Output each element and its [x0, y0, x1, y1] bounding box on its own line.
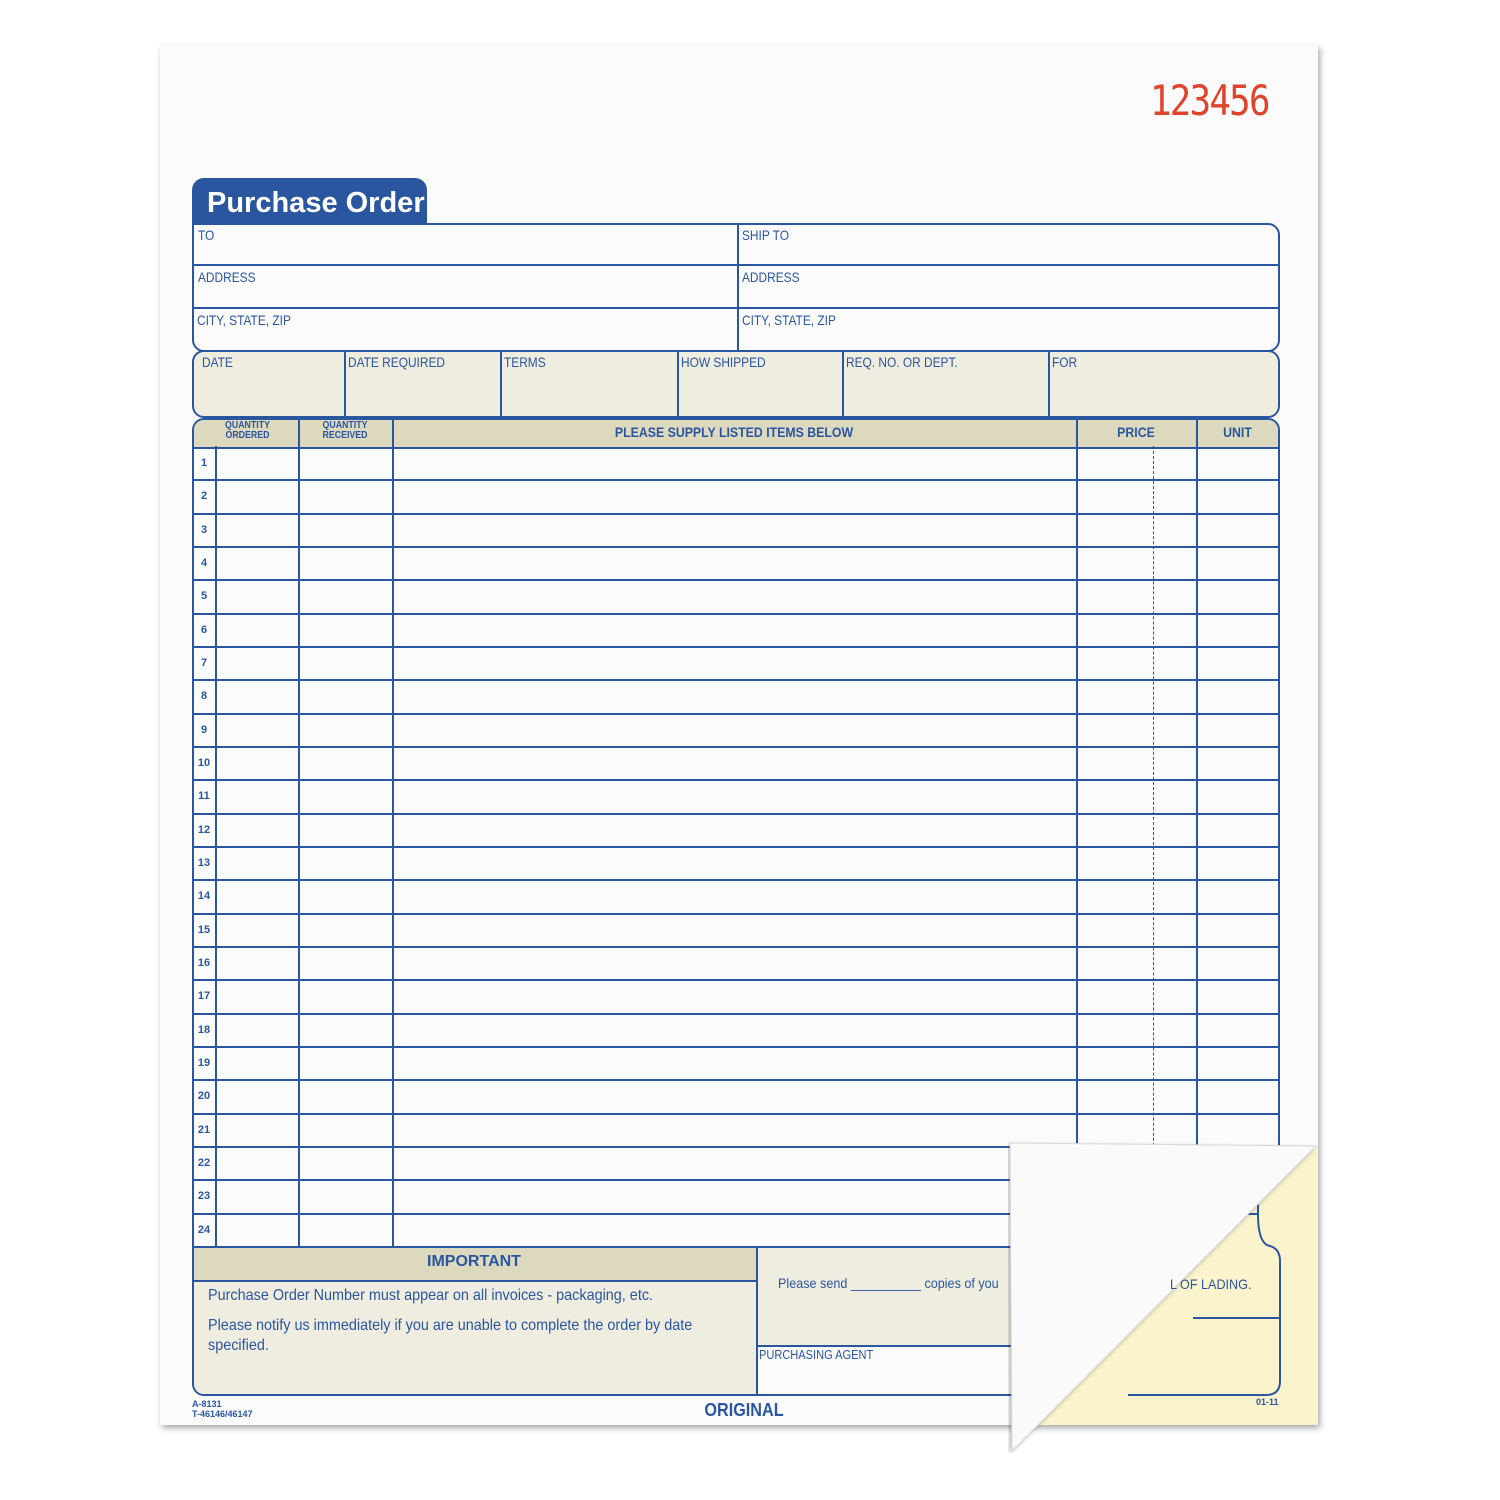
- header-price: PRICE: [1117, 424, 1155, 440]
- row-number: 3: [200, 523, 208, 536]
- bill-of-lading-text: L OF LADING.: [1170, 1276, 1252, 1292]
- info-label: DATE: [202, 354, 233, 370]
- purchasing-agent-label: PURCHASING AGENT: [759, 1347, 874, 1362]
- important-line-2: Please notify us immediately if you are …: [208, 1317, 693, 1354]
- address-block: [192, 223, 1280, 352]
- row-number: 18: [197, 1023, 211, 1036]
- folded-corner: [1009, 1142, 1318, 1453]
- row-number: 23: [197, 1190, 211, 1203]
- row-number: 15: [197, 923, 211, 936]
- important-line-1: Purchase Order Number must appear on all…: [208, 1287, 654, 1304]
- row-number: 2: [200, 490, 208, 503]
- row-number: 17: [197, 990, 211, 1003]
- serial-number: 123456: [1150, 76, 1270, 125]
- table-row-line: [192, 646, 1280, 648]
- row-number: 9: [200, 723, 208, 736]
- info-label: DATE REQUIRED: [348, 354, 445, 370]
- row-number: 22: [197, 1157, 211, 1169]
- info-label: REQ. NO. OR DEPT.: [846, 354, 958, 370]
- column-divider: [1076, 418, 1078, 1246]
- folded-page-flap: [1009, 1142, 1318, 1453]
- column-divider: [392, 418, 394, 1246]
- ship-address-label: ADDRESS: [742, 269, 800, 285]
- address-label: ADDRESS: [198, 269, 256, 285]
- row-number: 21: [197, 1123, 211, 1136]
- row-number: 1: [200, 457, 208, 469]
- table-row-line: [192, 1146, 1280, 1148]
- table-row-line: [192, 879, 1280, 882]
- table-row-line: [192, 679, 1280, 682]
- info-label: HOW SHIPPED: [681, 354, 766, 370]
- table-row-line: [192, 1012, 1280, 1015]
- row-number: 20: [197, 1090, 211, 1103]
- table-row-line: [192, 546, 1280, 548]
- table-row-line: [192, 846, 1280, 848]
- form-codes: A-8131 T-46146/46147: [192, 1399, 253, 1419]
- header-unit: UNIT: [1223, 424, 1252, 440]
- row-number: 16: [197, 957, 211, 969]
- important-heading: IMPORTANT: [427, 1253, 521, 1270]
- row-number: 11: [198, 790, 210, 803]
- row-number: 6: [200, 623, 208, 636]
- row-number: 12: [197, 823, 211, 836]
- table-row-line: [192, 712, 1280, 715]
- ship-to-label: SHIP TO: [742, 227, 789, 243]
- info-label: TERMS: [504, 354, 546, 370]
- row-number: 8: [200, 690, 208, 703]
- column-divider: [1196, 418, 1198, 1246]
- table-row-line: [192, 512, 1280, 515]
- row-number: 5: [200, 590, 208, 603]
- table-row-line: [192, 1212, 1280, 1215]
- row-number: 14: [197, 890, 211, 903]
- table-row-line: [192, 779, 1280, 782]
- table-row-line: [192, 746, 1280, 748]
- to-label: TO: [198, 227, 215, 243]
- header-quantity-ordered: QUANTITY ORDERED: [225, 420, 270, 441]
- table-row-line: [192, 912, 1280, 915]
- items-table: [192, 418, 1280, 1248]
- table-row-line: [192, 812, 1280, 815]
- city-state-zip-label: CITY, STATE, ZIP: [197, 312, 291, 328]
- header-items: PLEASE SUPPLY LISTED ITEMS BELOW: [614, 424, 854, 440]
- column-divider: [298, 418, 300, 1246]
- row-number: 10: [197, 757, 211, 769]
- table-row-line: [192, 612, 1280, 615]
- table-row-line: [192, 479, 1280, 482]
- table-row-line: [192, 1046, 1280, 1048]
- row-number: 7: [200, 657, 208, 669]
- row-number: 19: [197, 1057, 211, 1069]
- revision-code: 01-11: [1256, 1397, 1279, 1407]
- form-title: Purchase Order: [192, 178, 427, 224]
- row-number: 4: [200, 557, 208, 569]
- copies-instruction: Please send __________ copies of you: [778, 1275, 999, 1291]
- table-row-line: [192, 946, 1280, 948]
- copy-label: ORIGINAL: [704, 1400, 784, 1420]
- ship-city-state-zip-label: CITY, STATE, ZIP: [742, 312, 836, 328]
- table-row-line: [192, 1112, 1280, 1115]
- row-number: 24: [197, 1223, 211, 1236]
- table-row-line: [192, 1179, 1280, 1182]
- row-number: 13: [197, 857, 211, 869]
- table-row-line: [192, 1079, 1280, 1082]
- info-label: FOR: [1052, 354, 1078, 370]
- table-row-line: [192, 579, 1280, 582]
- header-quantity-received: QUANTITY RECEIVED: [322, 420, 368, 441]
- order-info-row: [192, 350, 1280, 418]
- table-row-line: [192, 979, 1280, 982]
